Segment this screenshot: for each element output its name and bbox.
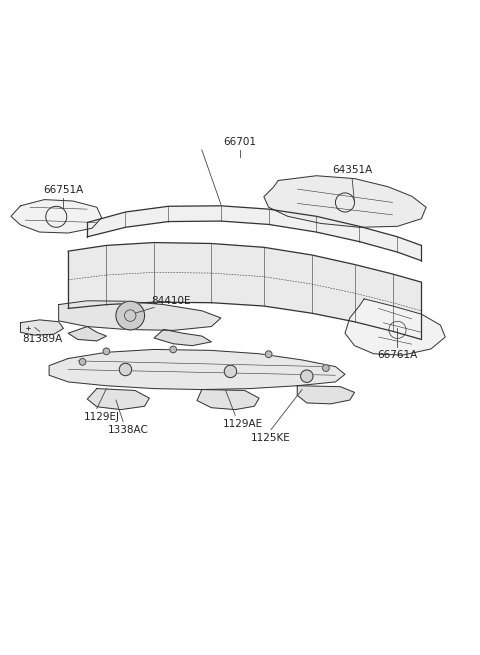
Polygon shape xyxy=(68,327,107,341)
Polygon shape xyxy=(154,329,211,346)
Text: 81389A: 81389A xyxy=(22,333,62,344)
Circle shape xyxy=(103,348,110,355)
Text: 66761A: 66761A xyxy=(377,350,418,360)
Polygon shape xyxy=(264,176,426,227)
Text: 1129AE: 1129AE xyxy=(222,419,263,429)
Text: 66701: 66701 xyxy=(224,137,256,147)
Polygon shape xyxy=(21,320,63,335)
Circle shape xyxy=(265,351,272,358)
Circle shape xyxy=(119,364,132,376)
Polygon shape xyxy=(68,242,421,339)
Circle shape xyxy=(170,346,177,353)
Polygon shape xyxy=(87,388,149,409)
Polygon shape xyxy=(87,206,421,261)
Polygon shape xyxy=(297,386,355,404)
Circle shape xyxy=(116,301,144,330)
Text: 1129EJ: 1129EJ xyxy=(84,413,120,422)
Polygon shape xyxy=(11,200,102,233)
Polygon shape xyxy=(345,299,445,355)
Polygon shape xyxy=(59,301,221,330)
Circle shape xyxy=(300,370,313,383)
Text: 64351A: 64351A xyxy=(332,165,372,175)
Circle shape xyxy=(79,358,86,365)
Polygon shape xyxy=(197,390,259,409)
Text: 66751A: 66751A xyxy=(43,185,84,195)
Circle shape xyxy=(224,365,237,378)
Polygon shape xyxy=(49,350,345,390)
Text: 1338AC: 1338AC xyxy=(108,425,148,436)
Circle shape xyxy=(323,365,329,371)
Text: 1125KE: 1125KE xyxy=(251,434,291,443)
Text: 84410E: 84410E xyxy=(151,295,191,305)
